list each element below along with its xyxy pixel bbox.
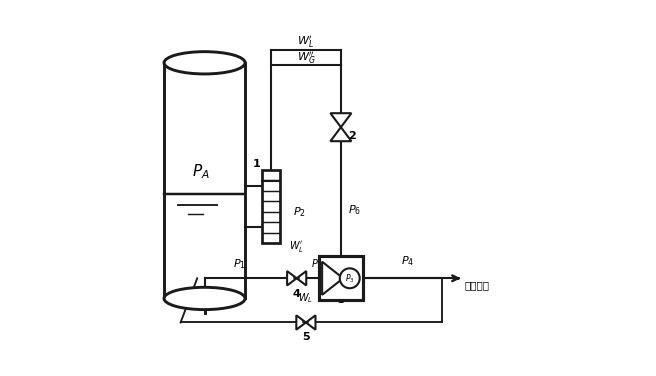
Text: 5: 5	[302, 332, 310, 342]
Text: $P_2$: $P_2$	[293, 205, 306, 219]
Ellipse shape	[164, 52, 245, 74]
Text: $W_L'$: $W_L'$	[297, 35, 314, 50]
Ellipse shape	[164, 287, 245, 309]
Text: $P_1$: $P_1$	[233, 258, 246, 271]
Polygon shape	[331, 113, 352, 127]
Text: $W_L'$: $W_L'$	[289, 240, 304, 254]
Text: $P_1$: $P_1$	[312, 258, 323, 271]
Polygon shape	[331, 127, 352, 141]
Text: 1: 1	[253, 159, 260, 169]
Polygon shape	[306, 315, 316, 330]
Text: $P_A$: $P_A$	[192, 162, 210, 181]
Bar	[262, 170, 280, 243]
Text: $W_G''$: $W_G''$	[297, 50, 315, 66]
Polygon shape	[297, 271, 306, 285]
Text: 去下一級: 去下一級	[464, 280, 490, 290]
Polygon shape	[287, 271, 297, 285]
Text: 2: 2	[348, 132, 356, 141]
Circle shape	[340, 268, 359, 288]
Text: $P_6$: $P_6$	[348, 203, 361, 217]
Polygon shape	[297, 315, 306, 330]
Text: $P_3$: $P_3$	[345, 272, 354, 285]
Bar	[319, 256, 363, 300]
Text: $P_4$: $P_4$	[401, 254, 414, 268]
Text: 4: 4	[293, 289, 300, 299]
Text: 3: 3	[337, 296, 344, 305]
Text: $W_L$: $W_L$	[298, 291, 314, 305]
